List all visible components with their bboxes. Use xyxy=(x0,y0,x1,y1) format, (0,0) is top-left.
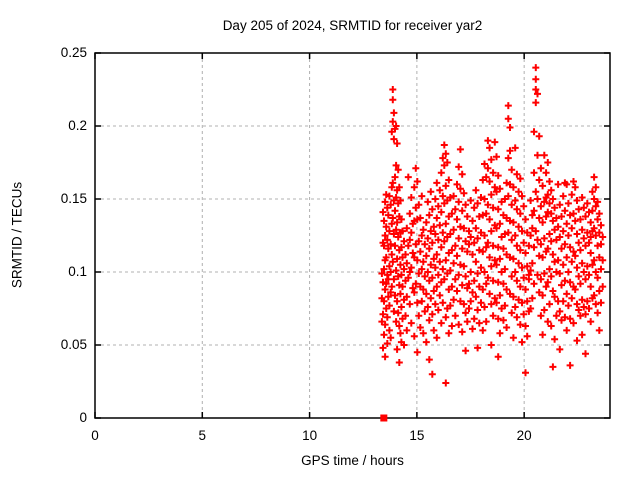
x-tick-label: 0 xyxy=(91,428,99,443)
x-tick-label: 15 xyxy=(409,428,425,443)
plot-frame xyxy=(94,52,611,419)
y-tick-label: 0.25 xyxy=(60,45,87,60)
chart-title: Day 205 of 2024, SRMTID for receiver yar… xyxy=(222,18,483,33)
y-tick-label: 0.05 xyxy=(60,337,87,352)
y-axis-label: SRMTID / TECUs xyxy=(9,181,25,289)
x-axis-label: GPS time / hours xyxy=(301,453,404,468)
x-tick-label: 20 xyxy=(516,428,532,443)
y-tick-label: 0.1 xyxy=(68,264,87,279)
y-tick-label: 0.2 xyxy=(68,118,87,133)
filled-square-marker xyxy=(380,414,388,422)
scatter-plus-markers xyxy=(378,64,607,387)
x-tick-label: 10 xyxy=(302,428,318,443)
y-tick-label: 0 xyxy=(79,410,87,425)
y-tick-label: 0.15 xyxy=(60,191,87,206)
x-tick-label: 5 xyxy=(198,428,207,443)
